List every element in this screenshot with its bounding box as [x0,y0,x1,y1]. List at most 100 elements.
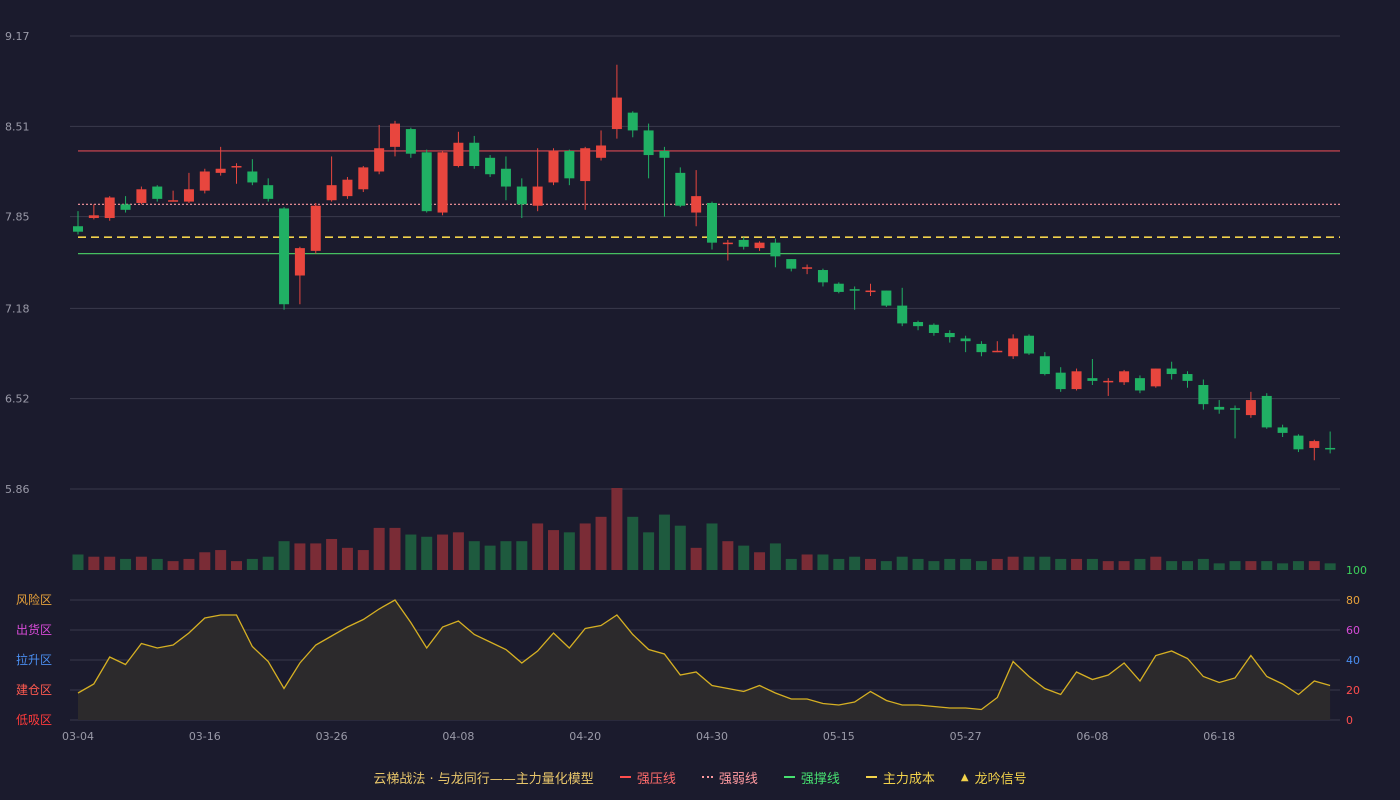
volume-bar [151,558,163,570]
candle-body [1119,371,1130,383]
indicator-tick-label: 20 [1346,684,1360,697]
candle-body [199,171,210,191]
volume-bar [1292,561,1304,570]
legend-item-support: 强撑线 [783,768,840,787]
volume-bar [389,527,401,570]
volume-bar [1166,561,1178,570]
candle-body [1008,338,1019,357]
date-tick-label: 03-26 [316,730,348,743]
candle-body [1087,378,1098,381]
candle-body [1198,384,1209,405]
volume-bar [104,556,116,570]
volume-bar [706,523,718,570]
price-tick-label: 6.52 [5,393,30,406]
candle-body [1230,408,1241,410]
legend-label-cost: 主力成本 [882,771,935,787]
volume-bar [738,545,750,570]
zone-label: 建仓区 [16,683,52,697]
price-tick-label: 7.85 [5,211,30,224]
indicator-tick-label: 0 [1346,714,1353,727]
candle-body [1134,378,1145,391]
zone-label: 拉升区 [16,652,52,667]
candle-body [310,205,321,251]
chart-canvas: 9.17 8.51 7.85 7.18 6.52 5.86 100 80 60 40 20 0 风险区出… [5,30,1367,743]
candle-body [104,197,115,219]
candle-body [627,112,638,131]
volume-bar [1071,558,1083,570]
candle-body [691,196,702,213]
volume-bar [658,514,670,570]
volume-bar [1118,561,1130,570]
candle-body [1245,400,1256,416]
volume-bar [643,532,655,570]
candle-body [136,189,147,203]
candle-body [897,305,908,324]
volume-bar [801,554,813,570]
volume-bar [1150,556,1162,570]
legend-title: 云梯战法 · 与龙同行——主力量化模型 [373,771,594,787]
indicator-tick-label: 100 [1346,564,1367,577]
volume-bar [1245,561,1257,570]
date-tick-label: 05-15 [823,730,855,743]
candle-body [675,172,686,206]
volume-bar [294,543,306,570]
candle-body [707,202,717,243]
candle-body [88,215,99,219]
volume-bar [880,561,892,570]
legend: 云梯战法 · 与龙同行——主力量化模型 强压线 强弱线 强撑线 主力成本 ▲ 龙… [0,766,1400,788]
volume-bar [1324,563,1336,570]
volume-bar [754,552,766,570]
volume-bar [928,561,940,570]
volume-bar [690,547,702,570]
volume-bar [865,558,876,570]
candle-body [73,226,83,232]
candle-body [516,186,527,205]
volume-bar [912,558,924,570]
price-tick-label: 8.51 [5,120,30,133]
volume-bar [1086,558,1098,570]
volume-bar [516,541,528,570]
volume-bar [975,561,987,570]
indicator-line [77,599,1331,711]
date-tick-label: 06-18 [1203,730,1235,743]
volume-bar [1308,561,1320,570]
volume-bar [674,525,686,570]
candle-body [865,290,876,293]
date-tick-label: 04-20 [569,730,601,743]
volume-bar [896,556,908,570]
legend-dashed-yellow-line-icon [865,776,877,778]
volume-bar [1182,561,1193,570]
candle-body [611,97,622,130]
candle-body [960,338,971,342]
volume-bar [785,558,797,570]
candle-body [374,148,385,172]
volume-bar [944,558,956,570]
volume-bar [579,523,591,570]
indicator-tick-label: 40 [1346,654,1360,667]
volume-bar [1277,563,1289,570]
candle-body [390,123,400,147]
candle-body [1166,368,1177,375]
volume-bar [167,561,179,570]
candle-body [1214,406,1225,410]
volume-bar [500,541,512,570]
candle-body [1325,447,1336,450]
volume-bar [183,558,195,570]
candle-body [976,343,987,353]
volume-bar [563,532,575,570]
triangle-icon: ▲ [960,771,969,783]
candle-body [421,152,432,212]
volume-bar [722,541,734,570]
indicator-area [78,600,1331,720]
volume-bar [135,556,147,570]
zone-label: 低吸区 [16,713,52,727]
volume-bar [1213,563,1225,570]
volume-bar [1055,558,1067,570]
candle-body [738,239,749,247]
candle-body [342,179,353,197]
candle-body [770,242,781,257]
candle-body [1261,395,1272,428]
price-tick-label: 5.86 [5,483,30,496]
volume-bar [849,556,861,570]
candle-body [659,150,670,158]
